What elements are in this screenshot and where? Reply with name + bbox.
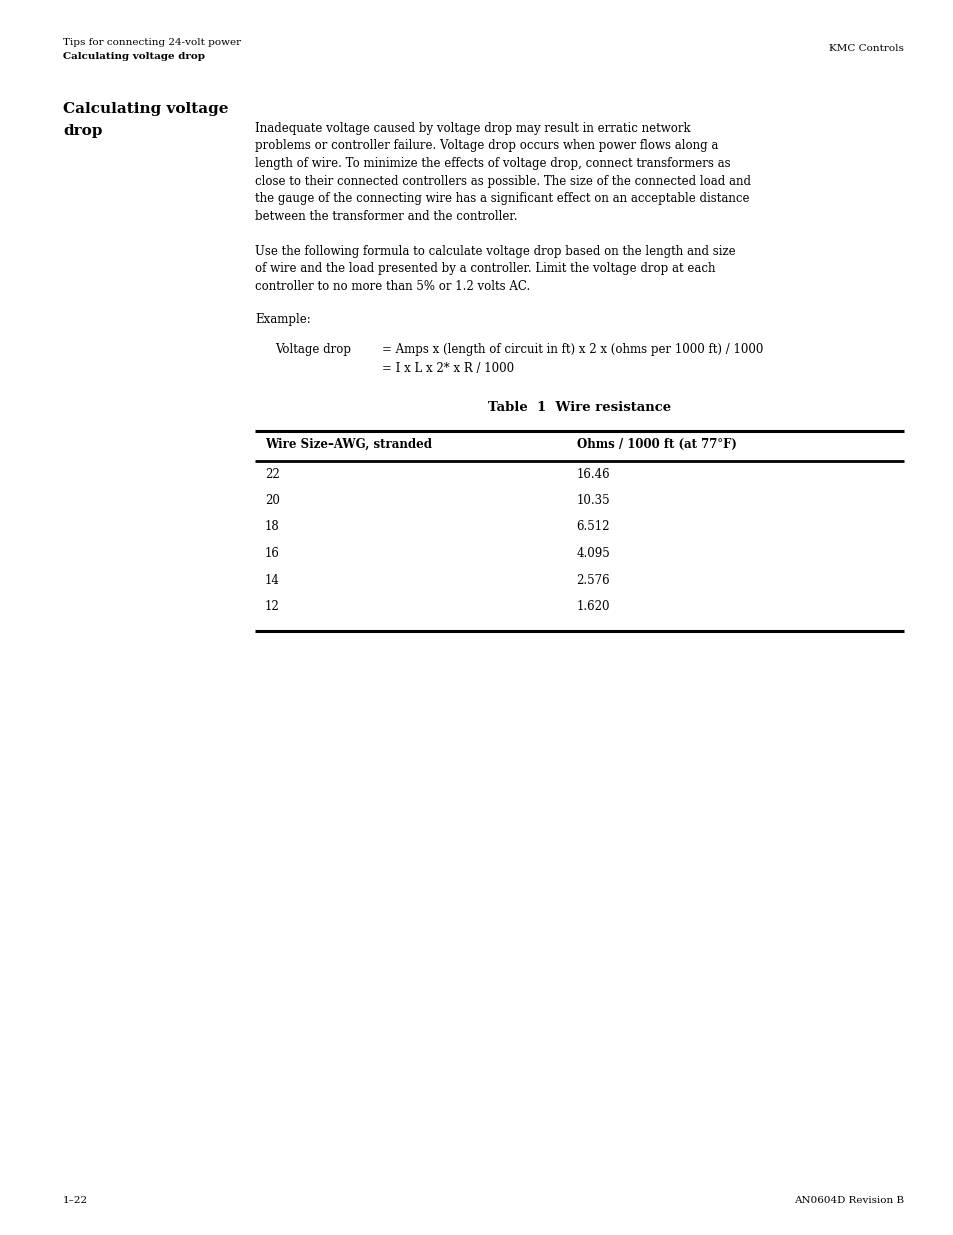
Text: controller to no more than 5% or 1.2 volts AC.: controller to no more than 5% or 1.2 vol… <box>254 280 530 293</box>
Text: length of wire. To minimize the effects of voltage drop, connect transformers as: length of wire. To minimize the effects … <box>254 157 730 170</box>
Text: drop: drop <box>63 124 102 138</box>
Text: 12: 12 <box>265 600 279 613</box>
Text: 2.576: 2.576 <box>576 573 610 587</box>
Text: of wire and the load presented by a controller. Limit the voltage drop at each: of wire and the load presented by a cont… <box>254 263 715 275</box>
Text: Example:: Example: <box>254 314 311 326</box>
Text: 20: 20 <box>265 494 279 508</box>
Text: AN0604D Revision B: AN0604D Revision B <box>793 1195 903 1205</box>
Text: 22: 22 <box>265 468 279 480</box>
Text: 14: 14 <box>265 573 279 587</box>
Text: 16: 16 <box>265 547 279 559</box>
Text: close to their connected controllers as possible. The size of the connected load: close to their connected controllers as … <box>254 174 750 188</box>
Text: Wire Size–AWG, stranded: Wire Size–AWG, stranded <box>265 437 432 451</box>
Text: 6.512: 6.512 <box>576 520 609 534</box>
Text: Use the following formula to calculate voltage drop based on the length and size: Use the following formula to calculate v… <box>254 245 735 258</box>
Text: the gauge of the connecting wire has a significant effect on an acceptable dista: the gauge of the connecting wire has a s… <box>254 191 749 205</box>
Text: Calculating voltage drop: Calculating voltage drop <box>63 52 205 61</box>
Text: = I x L x 2* x R / 1000: = I x L x 2* x R / 1000 <box>381 363 514 375</box>
Text: 4.095: 4.095 <box>576 547 610 559</box>
Text: Table  1  Wire resistance: Table 1 Wire resistance <box>487 400 670 414</box>
Text: Inadequate voltage caused by voltage drop may result in erratic network: Inadequate voltage caused by voltage dro… <box>254 122 690 135</box>
Text: 1–22: 1–22 <box>63 1195 88 1205</box>
Text: KMC Controls: KMC Controls <box>828 44 903 53</box>
Text: = Amps x (length of circuit in ft) x 2 x (ohms per 1000 ft) / 1000: = Amps x (length of circuit in ft) x 2 x… <box>381 343 762 357</box>
Text: Tips for connecting 24-volt power: Tips for connecting 24-volt power <box>63 38 241 47</box>
Text: 18: 18 <box>265 520 279 534</box>
Text: 16.46: 16.46 <box>576 468 610 480</box>
Text: 10.35: 10.35 <box>576 494 610 508</box>
Text: Calculating voltage: Calculating voltage <box>63 103 229 116</box>
Text: 1.620: 1.620 <box>576 600 609 613</box>
Text: Voltage drop: Voltage drop <box>274 343 351 357</box>
Text: between the transformer and the controller.: between the transformer and the controll… <box>254 210 517 222</box>
Text: problems or controller failure. Voltage drop occurs when power flows along a: problems or controller failure. Voltage … <box>254 140 718 152</box>
Text: Ohms / 1000 ft (at 77°F): Ohms / 1000 ft (at 77°F) <box>576 437 736 451</box>
